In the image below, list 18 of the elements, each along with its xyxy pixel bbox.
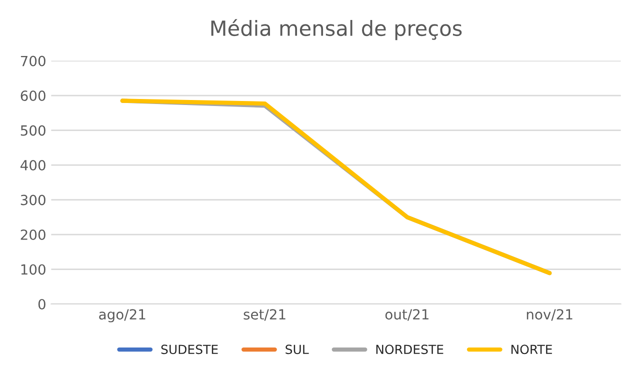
legend-label: NORDESTE: [376, 344, 444, 354]
line-series: [120, 98, 552, 276]
y-tick-label: 700: [20, 56, 46, 66]
y-tick-label: 400: [20, 160, 46, 171]
y-tick-label: 500: [20, 125, 46, 136]
x-tick-label: out/21: [385, 309, 428, 321]
x-tick-label: nov/21: [526, 309, 572, 321]
y-tick-label: 600: [20, 90, 46, 102]
legend-label: NORTE: [511, 344, 552, 354]
y-tick-label: 100: [21, 264, 46, 275]
y-tick-label: 300: [20, 194, 46, 206]
x-tick-label: set/21: [244, 309, 286, 321]
y-tick-label: 0: [38, 298, 46, 310]
y-tick-label: 200: [20, 229, 46, 240]
legend-label: SUL: [286, 344, 309, 354]
legend-label: SUDESTE: [161, 344, 218, 354]
x-tick-label: ago/21: [99, 309, 146, 322]
chart-title: Média mensal de preços: [211, 19, 462, 40]
